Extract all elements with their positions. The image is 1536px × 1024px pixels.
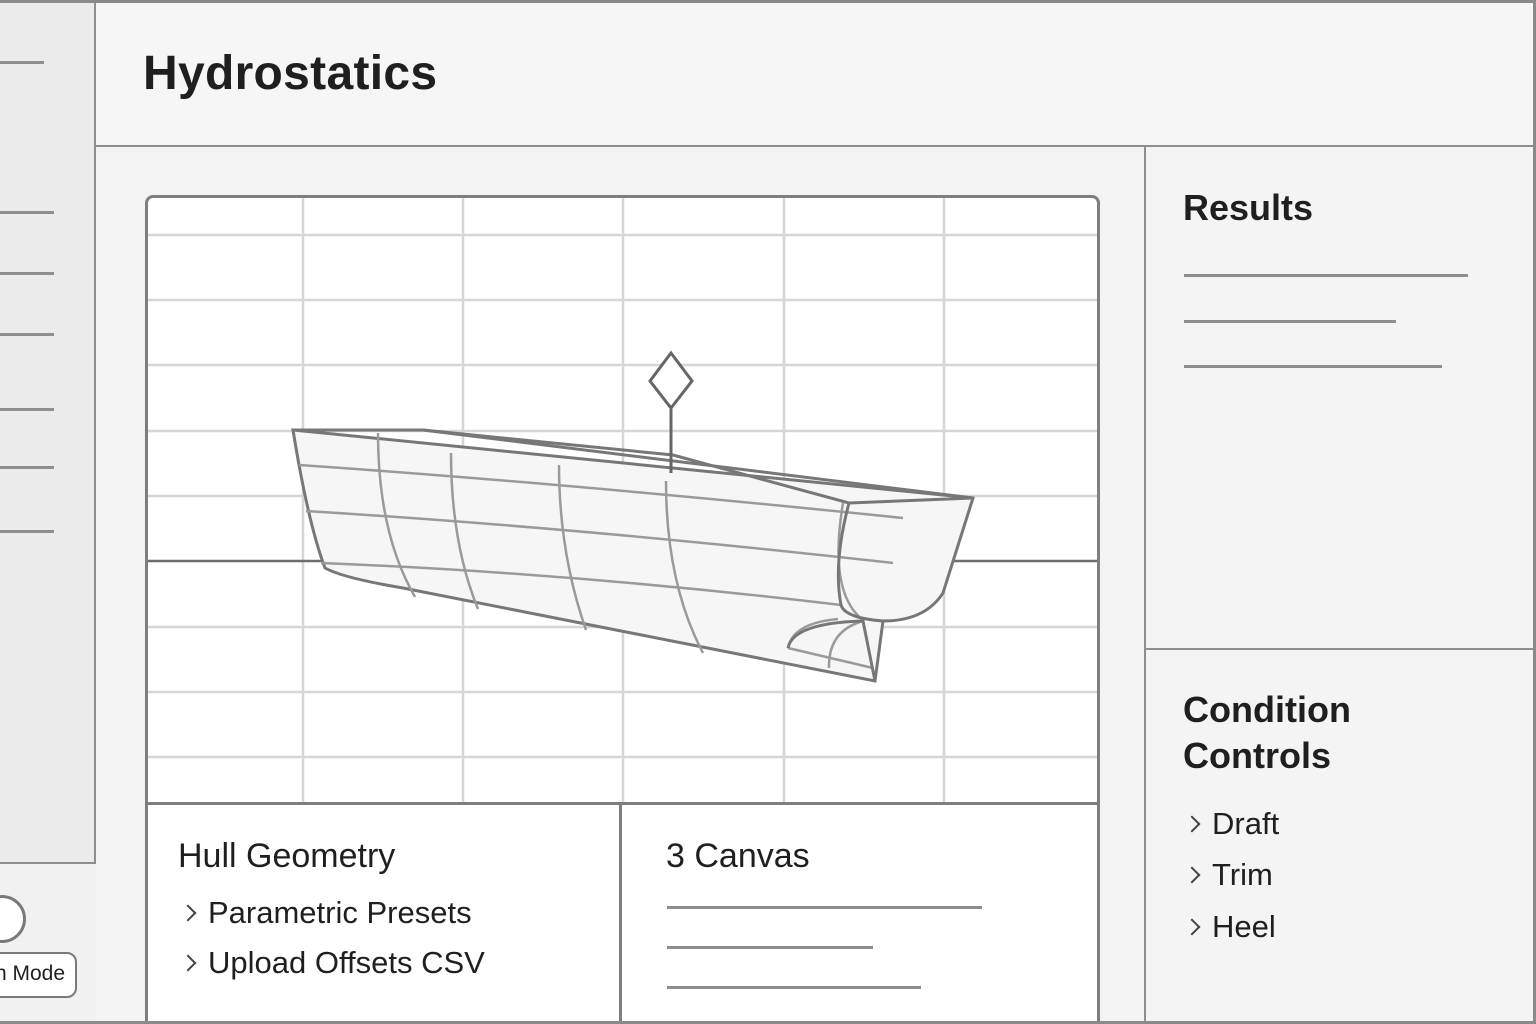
condition-item-heel[interactable]: Heel <box>1183 909 1276 945</box>
draft-label: Draft <box>1212 806 1280 841</box>
header: Hydrostatics <box>96 0 1536 147</box>
hull-viewport-canvas <box>148 198 1097 808</box>
results-placeholder-line <box>1184 320 1396 323</box>
page-title: Hydrostatics <box>143 47 438 100</box>
chevron-right-icon <box>179 904 197 922</box>
hull-geometry-title: Hull Geometry <box>178 837 396 875</box>
mode-button[interactable]: n Mode <box>0 952 77 998</box>
condition-controls-title: Condition Controls <box>1183 687 1351 779</box>
upload-offsets-item[interactable]: Upload Offsets CSV <box>179 945 485 981</box>
results-title: Results <box>1183 187 1314 228</box>
chevron-right-icon <box>1183 918 1201 936</box>
sidebar-item-6[interactable] <box>0 466 54 469</box>
condition-controls-title-line1: Condition <box>1183 689 1351 730</box>
hull-geometry-panel: Hull Geometry Parametric Presets Upload … <box>145 802 622 1024</box>
sidebar-item-7[interactable] <box>0 530 54 533</box>
canvas-panel: 3 Canvas <box>619 802 1100 1024</box>
results-placeholder-line <box>1184 365 1442 368</box>
canvas-placeholder-line <box>667 986 921 989</box>
chevron-right-icon <box>1183 815 1201 833</box>
sidebar-item-2[interactable] <box>0 211 54 214</box>
sidebar-item-1[interactable] <box>0 61 44 64</box>
results-placeholder-line <box>1184 274 1468 277</box>
canvas-placeholder-line <box>667 946 873 949</box>
condition-controls-panel: Condition Controls Draft Trim Heel <box>1146 650 1536 1024</box>
canvas-panel-title: 3 Canvas <box>666 837 810 875</box>
sidebar-item-5[interactable] <box>0 408 54 411</box>
upload-offsets-label: Upload Offsets CSV <box>208 945 485 980</box>
results-panel: Results <box>1146 147 1536 650</box>
chevron-right-icon <box>1183 866 1201 884</box>
parametric-presets-item[interactable]: Parametric Presets <box>179 895 472 931</box>
heel-label: Heel <box>1212 909 1276 944</box>
condition-item-draft[interactable]: Draft <box>1183 806 1280 842</box>
chevron-right-icon <box>179 954 197 972</box>
condition-item-trim[interactable]: Trim <box>1183 857 1273 893</box>
condition-controls-title-line2: Controls <box>1183 735 1331 776</box>
canvas-placeholder-line <box>667 906 982 909</box>
parametric-presets-label: Parametric Presets <box>208 895 472 930</box>
sidebar-item-4[interactable] <box>0 333 54 336</box>
trim-label: Trim <box>1212 857 1273 892</box>
sidebar-footer <box>0 862 96 1024</box>
sidebar <box>0 0 96 1024</box>
diamond-marker-icon[interactable] <box>648 350 694 473</box>
hull-model[interactable] <box>291 428 975 683</box>
sidebar-item-3[interactable] <box>0 272 54 275</box>
